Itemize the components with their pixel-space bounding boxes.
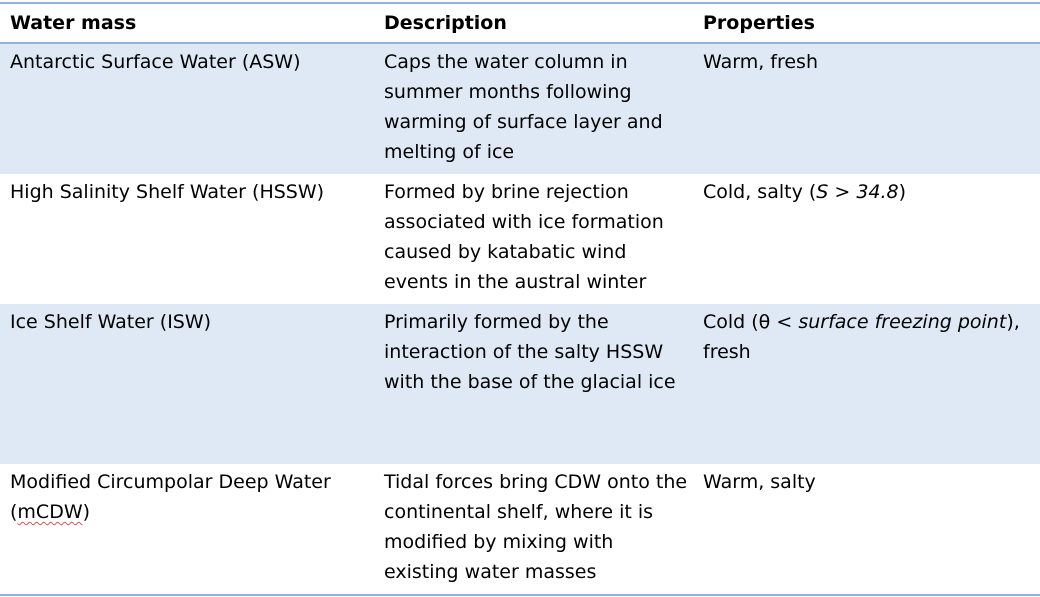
water-mass-cell: Ice Shelf Water (ISW) <box>10 311 212 333</box>
water-mass-text: Modified Circumpolar Deep Water ( <box>10 471 331 523</box>
properties-italic-text: surface freezing point <box>798 311 1007 333</box>
description-cell: Caps the water column in summer months f… <box>384 51 663 163</box>
properties-text: Cold (θ < <box>703 311 799 333</box>
water-mass-cell: Modified Circumpolar Deep Water (mCDW) <box>0 464 375 594</box>
spellcheck-flagged-text[interactable]: mCDW <box>17 501 83 523</box>
properties-cell: Cold (θ < surface freezing point), fresh <box>693 304 1040 464</box>
table-row: Modified Circumpolar Deep Water (mCDW) T… <box>0 464 1040 594</box>
header-properties: Properties <box>703 12 815 34</box>
properties-cell: Cold, salty (S > 34.8) <box>693 174 1040 304</box>
table-row: Ice Shelf Water (ISW) Primarily formed b… <box>0 304 1040 464</box>
water-mass-text: ) <box>82 501 91 523</box>
water-mass-cell: High Salinity Shelf Water (HSSW) <box>10 181 325 203</box>
properties-text: ) <box>898 181 907 203</box>
water-mass-cell: Antarctic Surface Water (ASW) <box>10 51 301 73</box>
table-row: Antarctic Surface Water (ASW) Caps the w… <box>0 44 1040 174</box>
table-bottom-rule <box>0 594 1040 596</box>
description-cell: Primarily formed by the interaction of t… <box>384 311 676 393</box>
properties-text: ), fresh <box>703 311 1020 363</box>
properties-italic-text: S > 34.8 <box>816 181 899 203</box>
properties-cell: Warm, fresh <box>703 51 818 73</box>
table-top-rule <box>0 2 1040 4</box>
table-row: High Salinity Shelf Water (HSSW) Formed … <box>0 174 1040 304</box>
table-header-row: Water mass Description Properties <box>0 4 1040 44</box>
properties-cell: Warm, salty <box>703 471 816 493</box>
description-cell: Formed by brine rejection associated wit… <box>384 181 664 293</box>
description-cell: Tidal forces bring CDW onto the continen… <box>384 471 688 583</box>
header-water-mass: Water mass <box>10 12 137 34</box>
header-description: Description <box>384 12 507 34</box>
properties-text: Cold, salty ( <box>703 181 817 203</box>
